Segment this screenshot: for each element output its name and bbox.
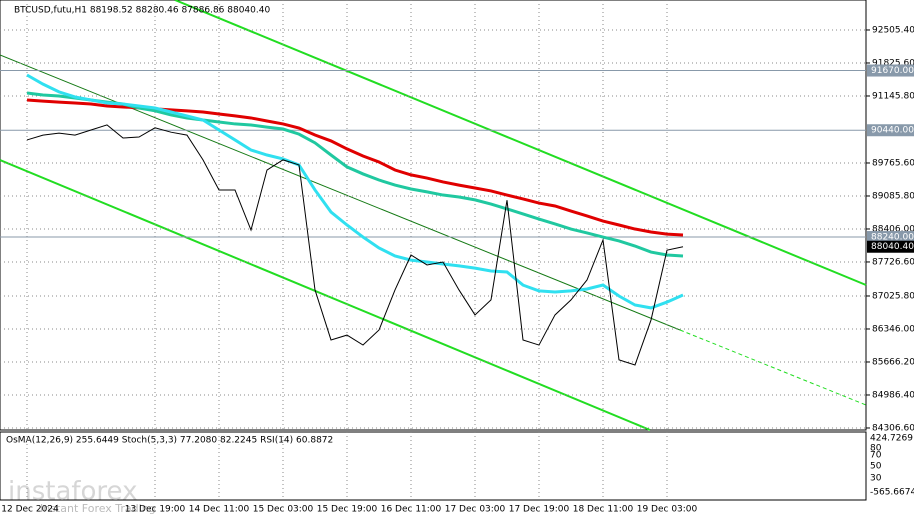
x-tick-label: 17 Dec 03:00	[445, 505, 506, 515]
x-tick-label: 12 Dec 2024	[1, 505, 59, 515]
y-tick-label: 87726.60	[872, 257, 914, 267]
level-box	[867, 64, 914, 77]
x-tick-label: 15 Dec 03:00	[253, 505, 314, 515]
x-tick-label: 19 Dec 03:00	[637, 505, 698, 515]
y-tick-label: 91145.80	[872, 91, 914, 101]
price-line	[26, 124, 684, 366]
x-tick-label: 17 Dec 19:00	[509, 505, 570, 515]
y-tick-label: 92505.40	[872, 25, 914, 35]
y-tick-label: 87025.80	[872, 291, 914, 301]
level-label: 90440.00	[871, 126, 914, 136]
oscillator-tick-label: -565.6674	[870, 488, 914, 498]
level-label: 91670.00	[871, 66, 914, 76]
level-box	[867, 124, 914, 137]
y-tick-label: 89765.60	[872, 158, 914, 168]
y-tick-label: 91825.60	[872, 58, 914, 68]
y-tick-label: 89085.80	[872, 191, 914, 201]
moving-average	[26, 73, 684, 310]
level-label: 88240.00	[871, 233, 914, 243]
oscillator-tick-label: 50	[870, 462, 882, 472]
oscillator-title: OsMA(12,26,9) 255.6449 Stoch(5,3,3) 77.2…	[6, 436, 333, 446]
oscillator-tick-label: 424.7269	[870, 434, 913, 444]
y-tick-label: 85666.20	[872, 357, 914, 367]
chart-title: BTCUSD,futu,H1 88198.52 88280.46 87886.8…	[14, 6, 270, 16]
oscillator-tick-label: 80	[870, 444, 882, 454]
y-tick-label: 88406.00	[872, 224, 914, 234]
main-pane	[0, 0, 867, 431]
watermark-brand: instaforex	[8, 477, 137, 507]
oscillator-tick-label: 30	[870, 474, 882, 484]
y-tick-label: 84306.60	[872, 423, 914, 433]
oscillator-tick-label: 70	[870, 451, 882, 461]
channel-extension	[679, 329, 867, 406]
moving-average	[26, 91, 684, 258]
channel-lower	[0, 159, 651, 431]
y-tick-label: 86346.00	[872, 324, 914, 334]
last-price-box	[867, 240, 914, 253]
x-tick-label: 13 Dec 19:00	[125, 505, 186, 515]
watermark-slogan: Instant Forex Trading	[40, 502, 156, 515]
oscillator-pane	[0, 431, 867, 501]
x-tick-label: 15 Dec 19:00	[317, 505, 378, 515]
channel-middle	[0, 54, 681, 331]
last-price-label: 88040.40	[871, 242, 914, 252]
y-tick-label: 84986.40	[872, 390, 914, 400]
level-box	[867, 231, 914, 244]
x-tick-label: 18 Dec 11:00	[573, 505, 634, 515]
x-tick-label: 14 Dec 11:00	[189, 505, 250, 515]
x-tick-label: 16 Dec 11:00	[381, 505, 442, 515]
